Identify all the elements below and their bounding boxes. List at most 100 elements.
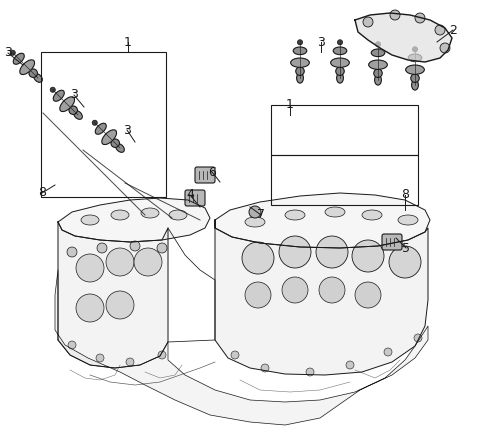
- Circle shape: [76, 254, 104, 282]
- Ellipse shape: [95, 123, 106, 134]
- FancyBboxPatch shape: [185, 190, 205, 206]
- Circle shape: [389, 246, 421, 278]
- Text: 6: 6: [208, 165, 216, 178]
- Circle shape: [97, 243, 107, 253]
- Ellipse shape: [10, 50, 15, 55]
- Ellipse shape: [297, 73, 303, 83]
- Ellipse shape: [169, 210, 187, 220]
- Circle shape: [279, 236, 311, 268]
- Text: 4: 4: [186, 189, 194, 202]
- Circle shape: [249, 206, 261, 218]
- Polygon shape: [55, 270, 428, 425]
- Text: 7: 7: [257, 208, 265, 222]
- Ellipse shape: [398, 215, 418, 225]
- Circle shape: [319, 277, 345, 303]
- Ellipse shape: [374, 75, 382, 85]
- Ellipse shape: [53, 90, 64, 101]
- Text: 3: 3: [123, 123, 131, 136]
- Ellipse shape: [412, 80, 419, 90]
- Circle shape: [390, 10, 400, 20]
- Ellipse shape: [331, 58, 349, 67]
- Ellipse shape: [34, 74, 42, 82]
- Ellipse shape: [102, 130, 117, 144]
- Circle shape: [68, 341, 76, 349]
- Circle shape: [384, 348, 392, 356]
- Polygon shape: [215, 220, 428, 375]
- Ellipse shape: [336, 73, 343, 83]
- Circle shape: [414, 334, 422, 342]
- Text: 8: 8: [401, 189, 409, 202]
- Circle shape: [130, 241, 140, 251]
- Circle shape: [316, 236, 348, 268]
- Circle shape: [96, 354, 104, 362]
- Ellipse shape: [336, 67, 344, 76]
- Circle shape: [352, 240, 384, 272]
- Circle shape: [106, 291, 134, 319]
- Ellipse shape: [285, 210, 305, 220]
- Circle shape: [245, 282, 271, 308]
- Ellipse shape: [406, 65, 424, 74]
- Ellipse shape: [412, 47, 418, 52]
- Ellipse shape: [116, 143, 124, 152]
- Ellipse shape: [141, 208, 159, 218]
- Circle shape: [158, 351, 166, 359]
- Circle shape: [440, 43, 450, 53]
- Circle shape: [261, 364, 269, 372]
- Bar: [271, 105, 418, 155]
- Text: 1: 1: [286, 98, 294, 111]
- Polygon shape: [58, 198, 210, 242]
- Ellipse shape: [325, 207, 345, 217]
- Ellipse shape: [60, 97, 74, 112]
- Ellipse shape: [411, 74, 419, 82]
- Polygon shape: [355, 13, 452, 62]
- Circle shape: [415, 13, 425, 23]
- Circle shape: [282, 277, 308, 303]
- Circle shape: [346, 361, 354, 369]
- Circle shape: [76, 294, 104, 322]
- Ellipse shape: [29, 69, 37, 77]
- Bar: [41, 52, 166, 197]
- Text: 1: 1: [124, 35, 132, 49]
- Text: 2: 2: [449, 24, 457, 37]
- Circle shape: [106, 248, 134, 276]
- Ellipse shape: [73, 111, 83, 119]
- Ellipse shape: [362, 210, 382, 220]
- Ellipse shape: [13, 53, 24, 64]
- Ellipse shape: [408, 54, 422, 62]
- Ellipse shape: [374, 69, 382, 77]
- Ellipse shape: [333, 47, 347, 55]
- Ellipse shape: [337, 40, 343, 45]
- Ellipse shape: [81, 215, 99, 225]
- Text: 5: 5: [402, 241, 410, 254]
- Ellipse shape: [375, 42, 381, 47]
- Circle shape: [363, 17, 373, 27]
- Circle shape: [67, 247, 77, 257]
- Ellipse shape: [92, 120, 97, 125]
- Ellipse shape: [111, 210, 129, 220]
- Circle shape: [355, 282, 381, 308]
- Polygon shape: [58, 222, 168, 368]
- Text: 3: 3: [70, 89, 78, 101]
- Bar: [271, 155, 418, 205]
- Circle shape: [242, 242, 274, 274]
- Ellipse shape: [369, 60, 387, 69]
- Ellipse shape: [50, 87, 55, 93]
- Ellipse shape: [69, 106, 77, 114]
- Text: 3: 3: [4, 46, 12, 59]
- Circle shape: [306, 368, 314, 376]
- Ellipse shape: [20, 60, 35, 75]
- Polygon shape: [215, 193, 430, 248]
- Text: 3: 3: [317, 35, 325, 49]
- Text: 8: 8: [38, 186, 46, 199]
- Ellipse shape: [298, 40, 302, 45]
- Ellipse shape: [371, 49, 385, 57]
- Ellipse shape: [291, 58, 309, 67]
- Circle shape: [157, 243, 167, 253]
- Ellipse shape: [111, 139, 120, 148]
- Circle shape: [435, 25, 445, 35]
- FancyBboxPatch shape: [195, 167, 215, 183]
- FancyBboxPatch shape: [382, 234, 402, 250]
- Circle shape: [134, 248, 162, 276]
- Circle shape: [126, 358, 134, 366]
- Ellipse shape: [293, 47, 307, 55]
